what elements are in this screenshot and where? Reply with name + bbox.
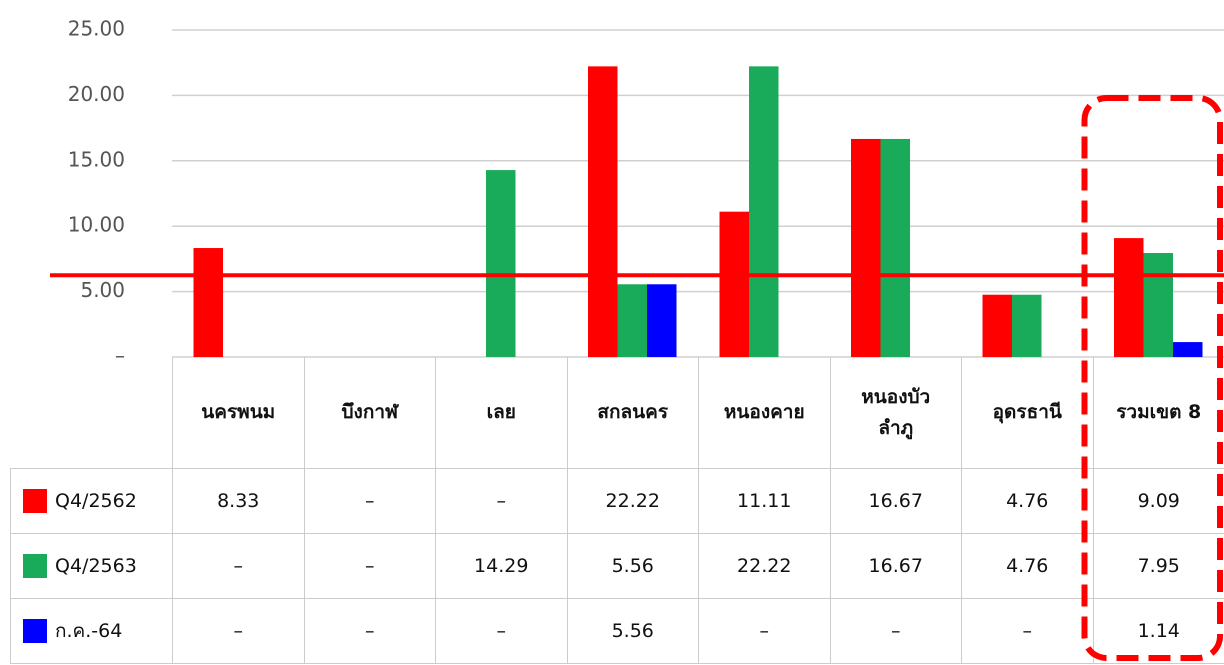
column-header: หนองคาย xyxy=(698,357,831,469)
table-value: – xyxy=(435,468,568,534)
table-value: – xyxy=(829,598,962,664)
bar xyxy=(719,211,749,357)
bar xyxy=(851,138,881,357)
table-value: – xyxy=(303,468,436,534)
table-value: – xyxy=(172,533,305,599)
column-header: รวมเขต 8 xyxy=(1092,357,1224,469)
row-header: Q4/2563 xyxy=(10,533,173,599)
table-value: 5.56 xyxy=(566,598,699,664)
row-header: ก.ค.-64 xyxy=(10,598,173,664)
table-value: – xyxy=(303,598,436,664)
bar xyxy=(617,284,647,357)
legend-swatch xyxy=(23,489,47,513)
legend-swatch xyxy=(23,554,47,578)
table-value: 7.95 xyxy=(1092,533,1224,599)
table-value: 14.29 xyxy=(435,533,568,599)
y-tick-label: 10.00 xyxy=(68,213,125,237)
table-value: – xyxy=(435,598,568,664)
column-header: หนองบัว ลำภู xyxy=(829,357,962,469)
bar xyxy=(647,284,677,357)
y-tick-label: 25.00 xyxy=(68,17,125,41)
table-value: – xyxy=(303,533,436,599)
y-tick-label: 15.00 xyxy=(68,147,125,171)
bar xyxy=(982,294,1012,357)
column-header: เลย xyxy=(435,357,568,469)
bar xyxy=(193,248,223,357)
bar xyxy=(880,138,910,357)
y-tick-label: 5.00 xyxy=(80,278,125,302)
y-tick-label: – xyxy=(115,344,125,368)
table-value: 22.22 xyxy=(566,468,699,534)
legend-label: Q4/2562 xyxy=(55,489,137,512)
y-tick-label: 20.00 xyxy=(68,82,125,106)
table-value: 16.67 xyxy=(829,533,962,599)
table-value: – xyxy=(698,598,831,664)
column-header: อุดรธานี xyxy=(961,357,1094,469)
bar xyxy=(1012,294,1042,357)
table-value: 9.09 xyxy=(1092,468,1224,534)
table-value: – xyxy=(961,598,1094,664)
table-value: 16.67 xyxy=(829,468,962,534)
table-value: – xyxy=(172,598,305,664)
bar xyxy=(486,170,516,357)
legend-swatch xyxy=(23,619,47,643)
table-value: 8.33 xyxy=(172,468,305,534)
legend-label: Q4/2563 xyxy=(55,554,137,577)
row-header: Q4/2562 xyxy=(10,468,173,534)
column-header: นครพนม xyxy=(172,357,305,469)
column-header: บึงกาฬ xyxy=(303,357,436,469)
table-value: 5.56 xyxy=(566,533,699,599)
bar xyxy=(588,66,618,357)
bar xyxy=(749,66,779,357)
legend-label: ก.ค.-64 xyxy=(55,619,123,642)
table-value: 11.11 xyxy=(698,468,831,534)
column-header: สกลนคร xyxy=(566,357,699,469)
table-value: 22.22 xyxy=(698,533,831,599)
table-value: 4.76 xyxy=(961,468,1094,534)
table-value: 4.76 xyxy=(961,533,1094,599)
table-value: 1.14 xyxy=(1092,598,1224,664)
